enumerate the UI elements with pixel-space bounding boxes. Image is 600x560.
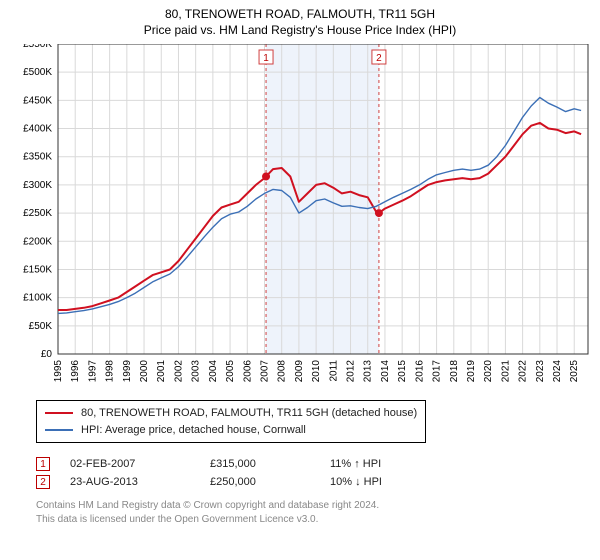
x-tick-label: 1996 xyxy=(70,360,81,383)
x-tick-label: 2008 xyxy=(277,360,288,383)
sales-table: 1 02-FEB-2007£315,00011% ↑ HPI 2 23-AUG-201… xyxy=(36,457,576,489)
x-tick-label: 1995 xyxy=(53,360,64,383)
legend-swatch xyxy=(45,412,73,414)
price-chart: £0 £50K £100K £150K £200K £250K £300K £350K £400… xyxy=(8,44,592,388)
sale-date: 02-FEB-2007 xyxy=(70,458,210,470)
x-tick-label: 2002 xyxy=(173,360,184,383)
y-tick-label: £150K xyxy=(23,264,52,275)
title-line2: Price paid vs. HM Land Registry's House … xyxy=(0,22,600,38)
y-tick-label: £200K xyxy=(23,236,52,247)
sale-row: 2 23-AUG-2013£250,00010% ↓ HPI xyxy=(36,475,576,489)
x-tick-label: 2014 xyxy=(380,360,391,383)
legend-row: 80, TRENOWETH ROAD, FALMOUTH, TR11 5GH (… xyxy=(45,405,417,422)
y-tick-label: £400K xyxy=(23,124,52,135)
sale-price: £315,000 xyxy=(210,458,330,470)
x-tick-label: 2022 xyxy=(518,360,529,383)
x-tick-label: 2013 xyxy=(363,360,374,383)
legend-row: HPI: Average price, detached house, Corn… xyxy=(45,422,417,439)
info-block: 80, TRENOWETH ROAD, FALMOUTH, TR11 5GH (… xyxy=(36,400,576,526)
x-tick-label: 2003 xyxy=(191,360,202,383)
x-tick-label: 2006 xyxy=(242,360,253,383)
x-tick-label: 2025 xyxy=(569,360,580,383)
sale-point xyxy=(262,172,270,180)
x-tick-label: 1999 xyxy=(122,360,133,383)
x-tick-label: 2010 xyxy=(311,360,322,383)
title-line1: 80, TRENOWETH ROAD, FALMOUTH, TR11 5GH xyxy=(0,6,600,22)
y-tick-label: £550K xyxy=(23,44,52,50)
x-tick-label: 2012 xyxy=(346,360,357,383)
x-tick-label: 2018 xyxy=(449,360,460,383)
y-tick-label: £50K xyxy=(29,321,53,332)
legend-swatch xyxy=(45,429,73,431)
sale-date: 23-AUG-2013 xyxy=(70,476,210,488)
sale-price: £250,000 xyxy=(210,476,330,488)
event-marker-label: 2 xyxy=(376,53,382,64)
sale-row: 1 02-FEB-2007£315,00011% ↑ HPI xyxy=(36,457,576,471)
sale-delta: 10% ↓ HPI xyxy=(330,476,450,488)
x-tick-label: 1998 xyxy=(105,360,116,383)
y-tick-label: £300K xyxy=(23,180,52,191)
event-marker-label: 1 xyxy=(263,53,269,64)
y-tick-label: £0 xyxy=(41,349,53,360)
x-tick-label: 2017 xyxy=(432,360,443,383)
legend-box: 80, TRENOWETH ROAD, FALMOUTH, TR11 5GH (… xyxy=(36,400,426,443)
sale-point xyxy=(375,209,383,217)
x-tick-label: 2020 xyxy=(483,360,494,383)
sale-marker: 2 xyxy=(36,475,50,489)
x-tick-label: 2024 xyxy=(552,360,563,383)
sale-delta: 11% ↑ HPI xyxy=(330,458,450,470)
y-tick-label: £450K xyxy=(23,95,52,106)
attribution-line2: This data is licensed under the Open Gov… xyxy=(36,513,576,527)
x-tick-label: 2023 xyxy=(535,360,546,383)
legend-label: HPI: Average price, detached house, Corn… xyxy=(81,422,306,439)
x-tick-label: 2021 xyxy=(500,360,511,383)
x-tick-label: 2016 xyxy=(414,360,425,383)
y-tick-label: £100K xyxy=(23,293,52,304)
x-tick-label: 2019 xyxy=(466,360,477,383)
attribution: Contains HM Land Registry data © Crown c… xyxy=(36,499,576,526)
x-tick-label: 2011 xyxy=(328,360,339,382)
attribution-line1: Contains HM Land Registry data © Crown c… xyxy=(36,499,576,513)
x-tick-label: 2004 xyxy=(208,360,219,383)
x-tick-label: 2015 xyxy=(397,360,408,383)
x-tick-label: 2007 xyxy=(259,360,270,383)
x-tick-label: 1997 xyxy=(87,360,98,383)
y-tick-label: £250K xyxy=(23,208,52,219)
x-tick-label: 2000 xyxy=(139,360,150,383)
y-tick-label: £500K xyxy=(23,67,52,78)
x-tick-label: 2005 xyxy=(225,360,236,383)
x-tick-label: 2001 xyxy=(156,360,167,383)
chart-title: 80, TRENOWETH ROAD, FALMOUTH, TR11 5GH P… xyxy=(0,0,600,38)
y-tick-label: £350K xyxy=(23,152,52,163)
legend-label: 80, TRENOWETH ROAD, FALMOUTH, TR11 5GH (… xyxy=(81,405,417,422)
sale-marker: 1 xyxy=(36,457,50,471)
x-tick-label: 2009 xyxy=(294,360,305,383)
